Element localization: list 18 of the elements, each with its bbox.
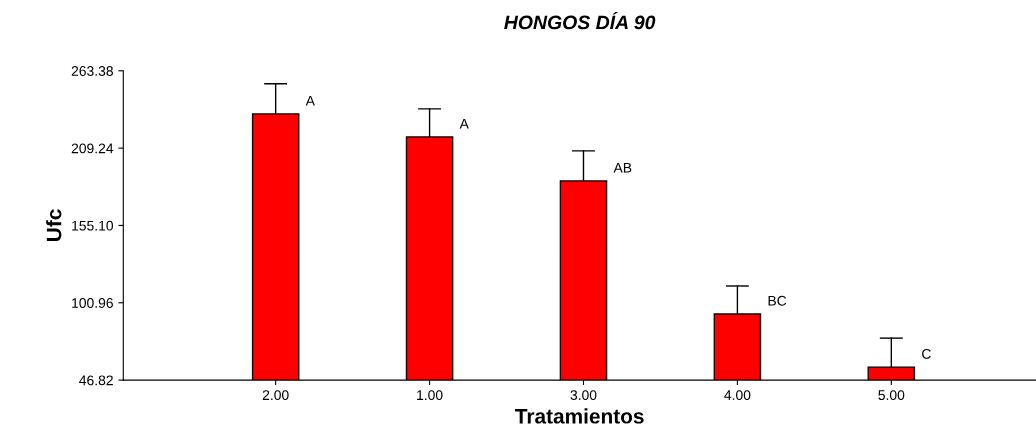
x-tick-label: 1.00 [417, 390, 443, 401]
annotation: C [922, 348, 931, 359]
annotation: BC [768, 295, 787, 306]
y-tick-label: 100.96 [72, 298, 113, 308]
x-tick-label: 4.00 [724, 390, 751, 401]
x-tick-label: 3.00 [570, 390, 597, 401]
annotation: A [459, 118, 469, 129]
y-tick-label: 46.82 [79, 375, 113, 386]
y-axis-title: Ufc [46, 209, 62, 241]
x-axis-title: Tratamientos [515, 408, 644, 424]
x-tick-label: 5.00 [878, 390, 905, 401]
annotation: A [305, 95, 315, 106]
y-tick-label: 155.10 [72, 220, 114, 231]
y-tick-label: 263.38 [71, 66, 113, 76]
annotation: AB [613, 162, 632, 173]
chart-title: HONGOS DÍA 90 [504, 11, 656, 30]
x-tick-label: 2.00 [262, 390, 289, 401]
y-tick-label: 209.24 [71, 143, 114, 154]
